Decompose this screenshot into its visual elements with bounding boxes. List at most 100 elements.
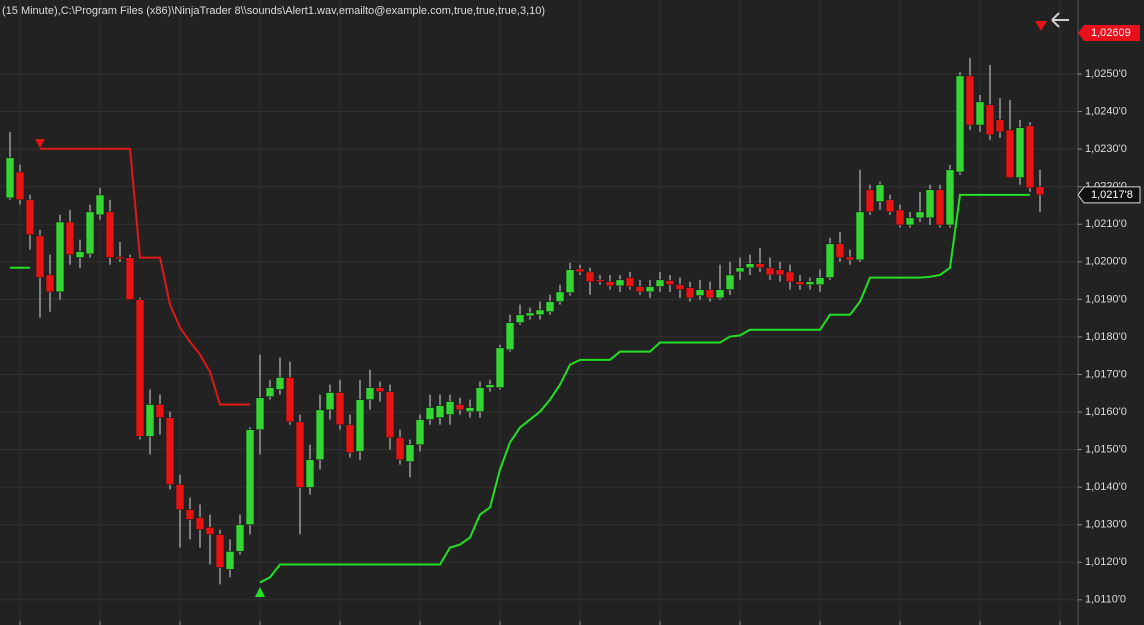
candle-body — [555, 291, 565, 302]
y-tick-label: 1,0200'0 — [1085, 256, 1127, 268]
candle-body — [305, 459, 315, 488]
trailing-stop-line — [40, 147, 250, 406]
candle-body — [865, 189, 875, 213]
candle-body — [85, 211, 95, 255]
candle-body — [485, 384, 495, 388]
candle-body — [675, 284, 685, 290]
candle-body — [25, 199, 35, 236]
candle-body — [575, 268, 585, 273]
y-tick-label: 1,0250'0 — [1085, 68, 1127, 80]
candle-body — [325, 392, 335, 411]
candle-body — [995, 119, 1005, 133]
candle-body — [505, 322, 515, 350]
candle-body — [595, 279, 605, 283]
candle-body — [215, 534, 225, 568]
chart-title: (15 Minute),C:\Program Files (x86)\Ninja… — [2, 5, 545, 17]
y-tick-label: 1,0190'0 — [1085, 293, 1127, 305]
price-marker — [1077, 186, 1141, 204]
candle-body — [895, 209, 905, 226]
price-marker — [1078, 25, 1140, 42]
candle-body — [65, 221, 75, 255]
y-tick-label: 1,0130'0 — [1085, 519, 1127, 531]
candle-body — [275, 377, 285, 390]
candle-body — [615, 279, 625, 287]
candle-body — [855, 211, 865, 261]
y-tick-label: 1,0150'0 — [1085, 444, 1127, 456]
candle-body — [235, 524, 245, 552]
candle-body — [775, 269, 785, 276]
sell-signal — [35, 139, 45, 148]
candle-body — [225, 551, 235, 570]
candle-body — [815, 277, 825, 286]
y-tick-label: 1,0120'0 — [1085, 556, 1127, 568]
y-tick-label: 1,0210'0 — [1085, 218, 1127, 230]
sell-signal — [1035, 21, 1047, 31]
candle-body — [785, 271, 795, 283]
candle-body — [635, 286, 645, 293]
candle-body — [175, 484, 185, 510]
candle-body — [535, 309, 545, 316]
trailing-stop-line — [10, 193, 1030, 584]
candle-body — [445, 401, 455, 415]
candle-body — [945, 169, 955, 226]
candle-body — [95, 194, 105, 216]
candle-body — [625, 277, 635, 287]
candle-body — [655, 279, 665, 287]
candle-body — [335, 392, 345, 426]
candle-body — [665, 280, 675, 286]
candle-body — [715, 289, 725, 299]
y-tick-label: 1,0160'0 — [1085, 406, 1127, 418]
candle-body — [1025, 125, 1035, 189]
candle-body — [735, 267, 745, 273]
candle-body — [465, 407, 475, 412]
candle-body — [115, 256, 125, 260]
candle-body — [545, 301, 555, 313]
candle-body — [605, 281, 615, 287]
grid — [0, 0, 1078, 625]
y-tick-label: 1,0230'0 — [1085, 143, 1127, 155]
candle-body — [105, 211, 115, 258]
candle-body — [185, 509, 195, 520]
candle-body — [875, 184, 885, 202]
candle-body — [125, 257, 135, 301]
candle-body — [75, 251, 85, 258]
candle-body — [55, 221, 65, 293]
candle-body — [395, 437, 405, 461]
candle-body — [295, 421, 305, 488]
candle-body — [515, 314, 525, 323]
candle-body — [705, 289, 715, 299]
candle-body — [415, 419, 425, 446]
candle-body — [885, 199, 895, 213]
candle-body — [355, 399, 365, 452]
candle-body — [645, 286, 655, 293]
candle-body — [745, 263, 755, 269]
candle-body — [375, 387, 385, 393]
candle-body — [905, 217, 915, 226]
candle-body — [695, 289, 705, 296]
candle-body — [385, 391, 395, 438]
candle-body — [255, 397, 265, 430]
candle-body — [195, 517, 205, 530]
back-arrow-icon[interactable] — [1051, 12, 1069, 28]
candle-body — [475, 387, 485, 412]
candle-body — [1035, 186, 1045, 196]
candle-body — [265, 387, 275, 397]
candle-body — [965, 75, 975, 126]
candle-body — [925, 189, 935, 219]
candle-body — [155, 404, 165, 418]
candle-body — [285, 377, 295, 423]
y-tick-label: 1,0180'0 — [1085, 331, 1127, 343]
candle-body — [525, 312, 535, 317]
candle-body — [805, 281, 815, 286]
candle-body — [915, 211, 925, 219]
candle-body — [725, 274, 735, 290]
price-marker-label: 1,0217'8 — [1091, 189, 1133, 201]
candle-body — [5, 157, 15, 199]
candle-body — [845, 256, 855, 261]
candle-body — [45, 274, 55, 293]
candle-body — [365, 387, 375, 400]
candle-body — [985, 104, 995, 136]
price-axis: 1,0110'0 1,0120'0 1,0130'0 1,0140'0 1,0150'0… — [1077, 25, 1141, 606]
candle-body — [765, 267, 775, 276]
